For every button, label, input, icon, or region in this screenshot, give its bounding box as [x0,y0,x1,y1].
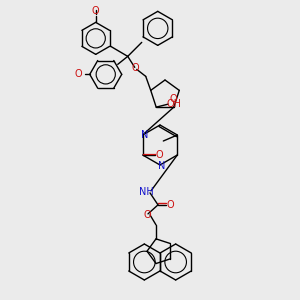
Text: O: O [143,210,151,220]
Text: OH: OH [167,99,182,109]
Text: N: N [141,130,148,140]
Text: O: O [92,6,100,16]
Text: O: O [166,200,174,210]
Text: O: O [75,69,82,80]
Text: O: O [132,63,140,74]
Text: O: O [156,150,164,160]
Text: NH: NH [139,187,153,197]
Text: N: N [158,161,166,171]
Text: O: O [170,94,177,104]
